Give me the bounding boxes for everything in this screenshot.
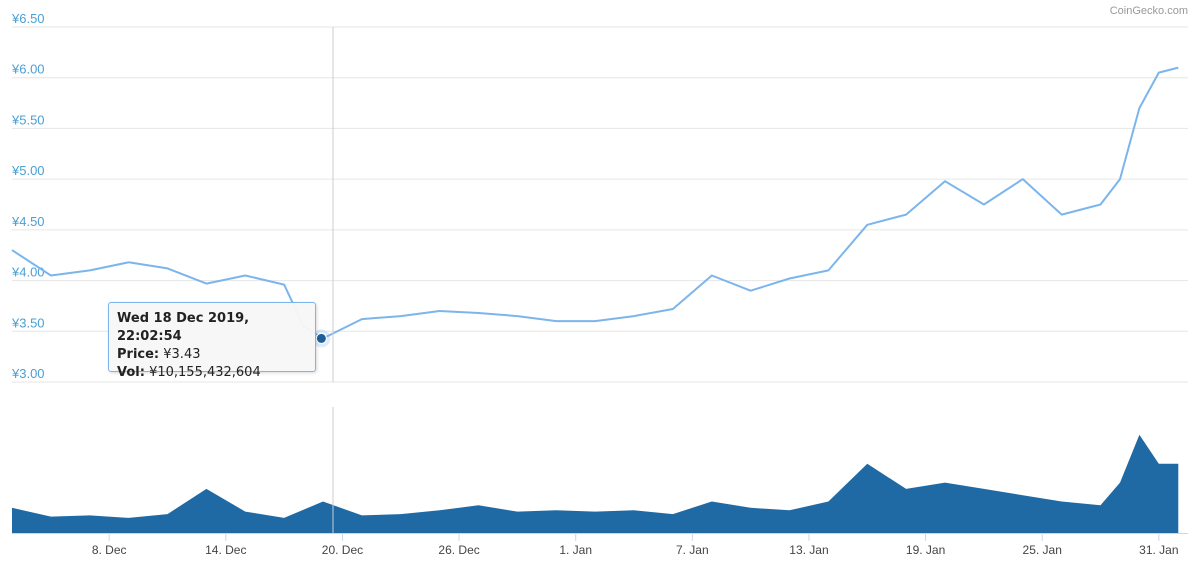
volume-area-path [12, 434, 1179, 533]
x-tick-label: 19. Jan [906, 543, 945, 557]
x-tick-label: 13. Jan [789, 543, 828, 557]
x-tick-label: 31. Jan [1139, 543, 1178, 557]
x-tick-label: 25. Jan [1023, 543, 1062, 557]
y-tick-label: ¥3.00 [11, 366, 45, 381]
y-tick-label: ¥6.50 [11, 11, 45, 26]
y-tick-label: ¥4.50 [11, 214, 45, 229]
tooltip-date: Wed 18 Dec 2019, 22:02:54 [117, 311, 250, 344]
x-tick-label: 7. Jan [676, 543, 709, 557]
price-line[interactable] [11, 66, 1179, 340]
y-tick-label: ¥6.00 [11, 62, 45, 77]
tooltip-vol-row: Vol: ¥10,155,432,604 [117, 364, 307, 382]
volume-area [12, 434, 1179, 533]
x-tick-label: 8. Dec [92, 543, 127, 557]
x-tick-label: 26. Dec [438, 543, 479, 557]
credit-text[interactable]: CoinGecko.com [1110, 5, 1188, 17]
hover-marker[interactable] [315, 332, 327, 344]
price-line-path [11, 66, 1179, 340]
x-tick-label: 14. Dec [205, 543, 246, 557]
x-tick-label: 1. Jan [559, 543, 592, 557]
tooltip-price-row: Price: ¥3.43 [117, 346, 307, 364]
y-tick-label: ¥5.50 [11, 112, 45, 127]
y-tick-label: ¥5.00 [11, 163, 45, 178]
tooltip-price-value: ¥3.43 [163, 347, 201, 362]
tooltip-vol-value: ¥10,155,432,604 [149, 365, 261, 380]
x-axis: 8. Dec 14. Dec 20. Dec 26. Dec 1. Jan 7. Jan 1… [12, 533, 1188, 557]
y-tick-label: ¥4.00 [11, 265, 45, 280]
y-axis-labels: ¥3.00 ¥3.50 ¥4.00 ¥4.50 ¥5.00 ¥5.50 ¥6.00 ¥6.50 [11, 11, 45, 381]
tooltip: Wed 18 Dec 2019, 22:02:54 Price: ¥3.43 V… [108, 302, 316, 380]
y-tick-label: ¥3.50 [11, 315, 45, 330]
tooltip-vol-label: Vol: [117, 365, 145, 380]
tooltip-price-label: Price: [117, 347, 160, 362]
x-tick-label: 20. Dec [322, 543, 363, 557]
